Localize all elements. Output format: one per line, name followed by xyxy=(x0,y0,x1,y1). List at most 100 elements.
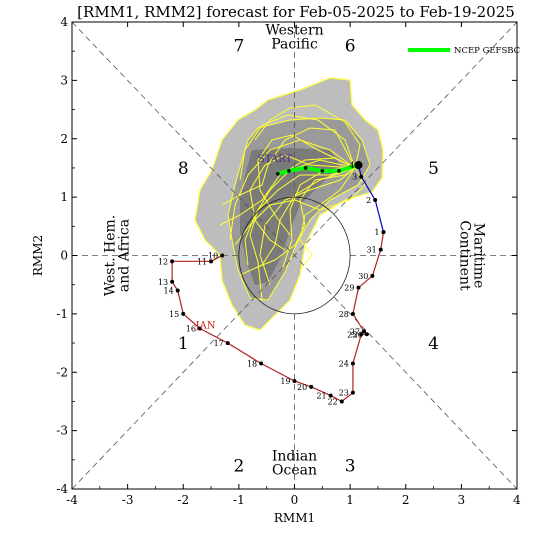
point-label: 31 xyxy=(367,246,377,255)
data-point xyxy=(209,259,214,264)
ensemble-track xyxy=(221,127,356,206)
data-point xyxy=(339,399,344,404)
forecast-start-marker xyxy=(354,161,363,170)
point-label: 15 xyxy=(169,310,179,319)
ensemble-track xyxy=(244,159,356,266)
region-label-line: Indian xyxy=(272,449,317,465)
forecast-point xyxy=(320,169,325,173)
forecast-point xyxy=(303,166,308,170)
region-label-line: Ocean xyxy=(272,463,317,479)
data-point xyxy=(362,329,367,334)
data-point xyxy=(359,174,364,179)
phase-label: 2 xyxy=(233,457,244,477)
point-label: 16 xyxy=(186,324,196,333)
data-point xyxy=(259,361,264,366)
y-tick-label: -3 xyxy=(56,424,68,438)
point-label: 30 xyxy=(358,272,368,281)
phase-label: 8 xyxy=(178,159,189,179)
point-label: 21 xyxy=(316,392,326,401)
ensemble-track xyxy=(249,167,356,301)
point-label: 22 xyxy=(328,397,338,406)
plot-frame xyxy=(71,21,518,490)
data-point xyxy=(225,341,230,346)
point-label: 24 xyxy=(339,359,349,368)
y-tick-label: -1 xyxy=(56,307,68,321)
y-tick-label: -4 xyxy=(56,482,68,496)
point-label: 23 xyxy=(339,389,349,398)
point-label: 14 xyxy=(164,287,174,296)
point-label: 28 xyxy=(339,310,349,319)
y-tick-label: 0 xyxy=(60,249,68,263)
y-tick-label: -2 xyxy=(56,365,68,379)
point-label: 25 xyxy=(347,330,357,339)
region-label-line: Western xyxy=(265,23,323,39)
region-label-line: Continent xyxy=(457,220,473,291)
data-point xyxy=(175,288,180,293)
forecast-point xyxy=(287,169,291,173)
data-point xyxy=(170,259,175,264)
forecast-point xyxy=(276,171,280,176)
region-label: West. Hem.and Africa xyxy=(103,215,133,296)
y-axis-label: RMM2 xyxy=(31,235,45,276)
data-point xyxy=(350,361,355,366)
x-tick-label: 3 xyxy=(458,493,466,507)
x-tick-label: 0 xyxy=(291,493,299,507)
x-tick-label: 1 xyxy=(346,493,354,507)
x-tick-label: -4 xyxy=(66,493,78,507)
x-tick-label: -2 xyxy=(177,493,189,507)
x-tick-label: 4 xyxy=(513,493,521,507)
data-point xyxy=(292,379,297,384)
data-point xyxy=(220,253,225,258)
x-tick-label: 2 xyxy=(402,493,410,507)
data-point xyxy=(197,326,202,331)
ensemble-track xyxy=(239,114,356,181)
phase-divider-diagonal xyxy=(71,21,518,490)
unit-circle xyxy=(238,196,351,315)
point-label: 2 xyxy=(366,196,371,205)
forecast-point xyxy=(337,169,341,173)
point-label: 27 xyxy=(350,327,360,336)
data-point xyxy=(328,393,333,398)
region-label-line: West. Hem. xyxy=(103,215,119,296)
y-tick-label: 2 xyxy=(60,132,68,146)
ensemble-track xyxy=(249,154,356,251)
phase-label: 7 xyxy=(233,36,244,56)
y-tick-label: 1 xyxy=(60,190,68,204)
legend-label: NCEP GEFSBC xyxy=(454,46,520,56)
ensemble-track xyxy=(254,167,356,269)
data-point xyxy=(350,311,355,316)
phase-label: 1 xyxy=(178,334,189,354)
region-label-line: and Africa xyxy=(117,219,133,292)
point-label: 3 xyxy=(352,173,357,182)
data-point xyxy=(350,390,355,395)
data-point xyxy=(381,230,386,235)
data-point xyxy=(359,332,364,337)
ensemble-track xyxy=(254,104,361,169)
annotation-label: START xyxy=(258,154,293,165)
forecast-ensemble-spread xyxy=(194,77,384,331)
ensemble-track xyxy=(299,167,356,271)
point-label: 11 xyxy=(197,257,207,266)
point-label: 20 xyxy=(297,383,307,392)
phase-label: 3 xyxy=(345,457,356,477)
x-tick-label: -1 xyxy=(233,493,245,507)
y-tick-label: 4 xyxy=(60,15,68,29)
data-point xyxy=(364,332,369,337)
point-label: 13 xyxy=(158,278,168,287)
data-point xyxy=(378,247,383,252)
phase-label: 4 xyxy=(428,334,439,354)
trajectory-series xyxy=(170,161,386,404)
annotation-label: JAN xyxy=(195,320,216,331)
data-point xyxy=(181,311,186,316)
data-point xyxy=(356,285,361,290)
phase-label: 6 xyxy=(345,36,356,56)
ensemble-track xyxy=(257,134,356,236)
series-line-observed-february xyxy=(357,164,385,233)
ensemble-track xyxy=(259,167,356,286)
region-label-line: Pacific xyxy=(271,37,318,53)
phase-label: 5 xyxy=(428,159,439,179)
